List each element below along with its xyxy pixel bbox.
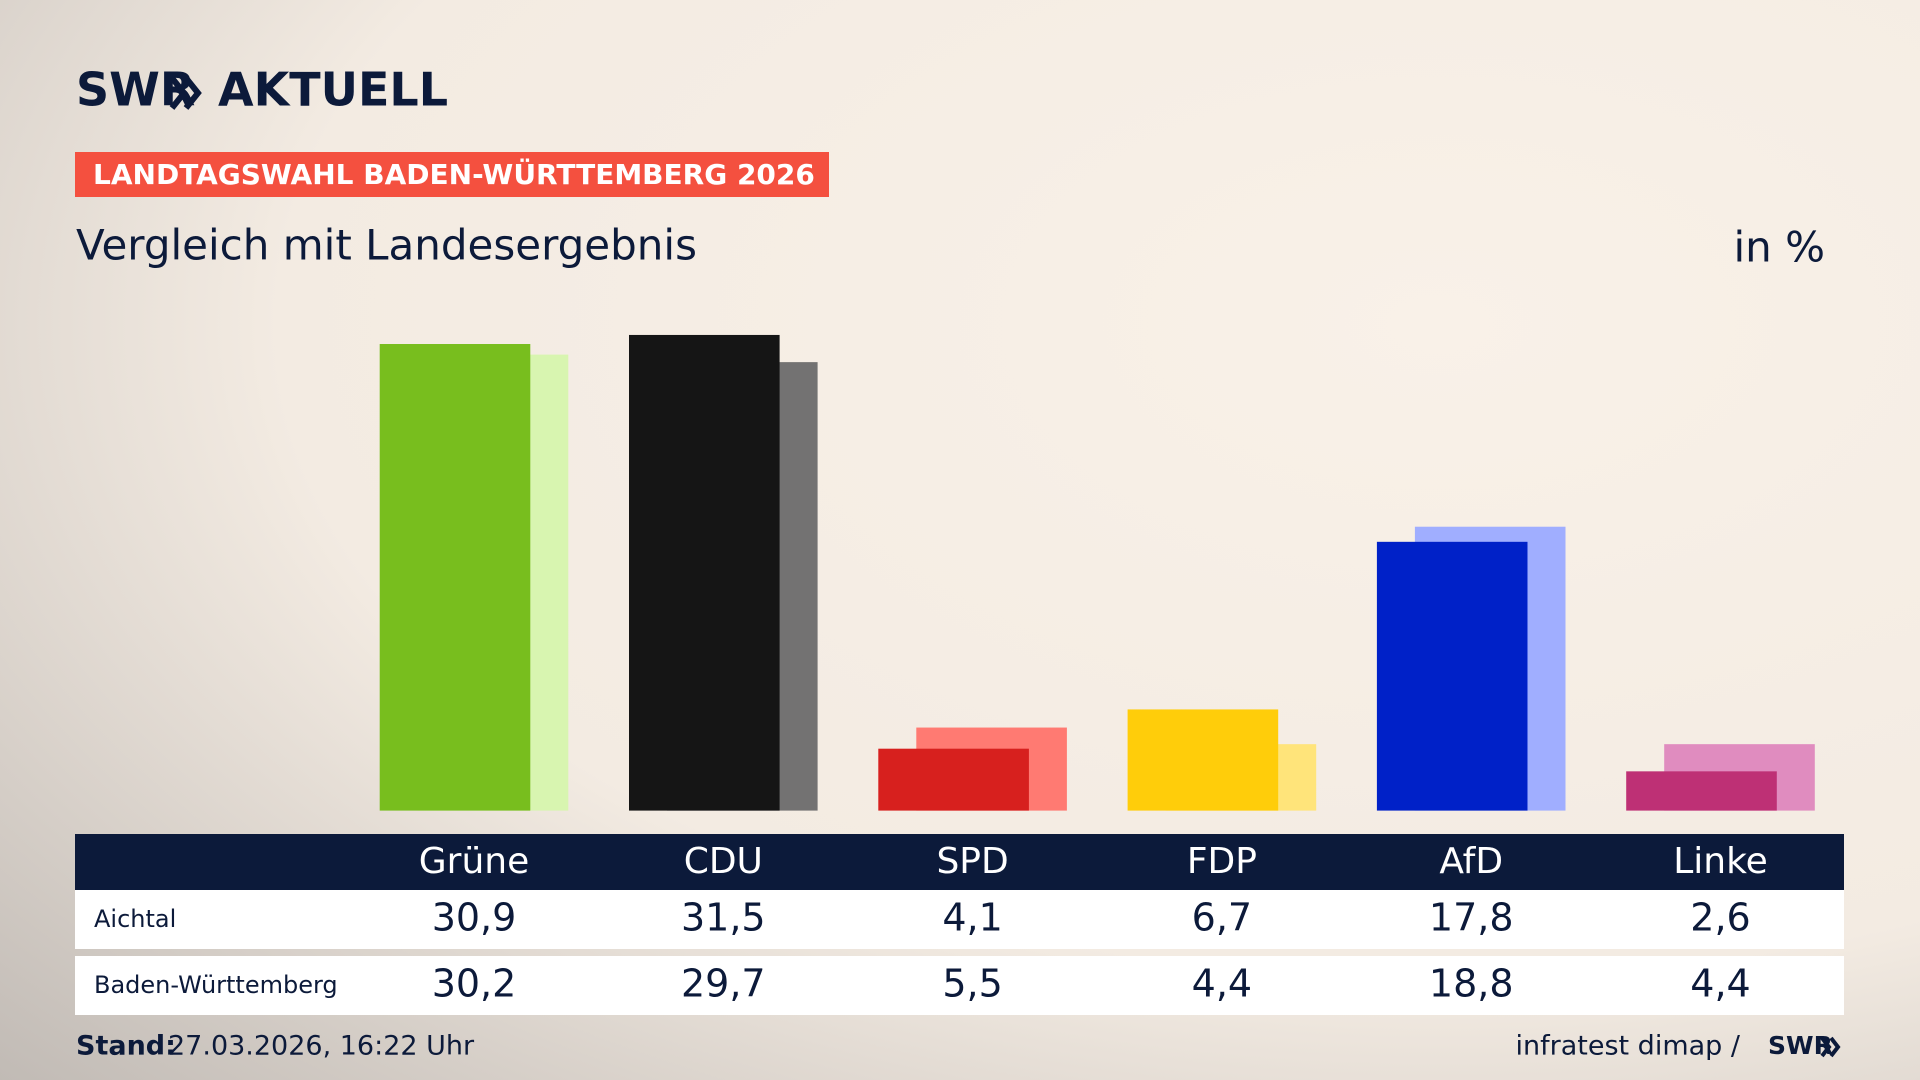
value-label: 30,9 <box>432 896 517 940</box>
bar <box>1626 771 1777 811</box>
table-row <box>75 956 1844 1015</box>
value-label: 29,7 <box>681 962 766 1006</box>
column-header: Grüne <box>419 841 529 882</box>
column-header: AfD <box>1439 841 1503 882</box>
row-label: Baden-Württemberg <box>94 971 338 999</box>
chart-title: Vergleich mit Landesergebnis <box>76 221 697 270</box>
table-header <box>75 834 1844 890</box>
badge <box>75 152 829 197</box>
logo-product: AKTUELL <box>218 63 448 117</box>
stand-label: Stand: <box>76 1031 176 1062</box>
value-label: 31,5 <box>681 896 766 940</box>
source: infratest dimap / <box>1515 1031 1740 1062</box>
row-label: Aichtal <box>94 905 176 933</box>
value-label: 4,4 <box>1192 962 1252 1006</box>
column-header: CDU <box>684 841 763 882</box>
badge-text: LANDTAGSWAHL BADEN-WÜRTTEMBERG 2026 <box>93 157 815 191</box>
value-label: 4,4 <box>1690 962 1750 1006</box>
column-header: SPD <box>936 841 1008 882</box>
value-label: 18,8 <box>1429 962 1514 1006</box>
unit-label: in % <box>1733 223 1825 272</box>
column-header: FDP <box>1187 841 1257 882</box>
bar <box>878 748 1029 811</box>
bar <box>1127 709 1279 811</box>
value-label: 2,6 <box>1690 896 1750 940</box>
stand-date: 27.03.2026, 16:22 Uhr <box>168 1031 475 1062</box>
value-label: 5,5 <box>942 962 1002 1006</box>
value-label: 17,8 <box>1429 896 1514 940</box>
value-label: 6,7 <box>1192 896 1252 940</box>
logo-chevrons <box>169 76 202 110</box>
bar <box>1376 541 1528 811</box>
value-label: 4,1 <box>942 896 1002 940</box>
bar <box>379 344 531 811</box>
table-row <box>75 890 1844 949</box>
bar <box>629 334 780 811</box>
value-label: 30,2 <box>432 962 517 1006</box>
column-header: Linke <box>1673 841 1768 882</box>
source-chevrons <box>1820 1036 1841 1058</box>
